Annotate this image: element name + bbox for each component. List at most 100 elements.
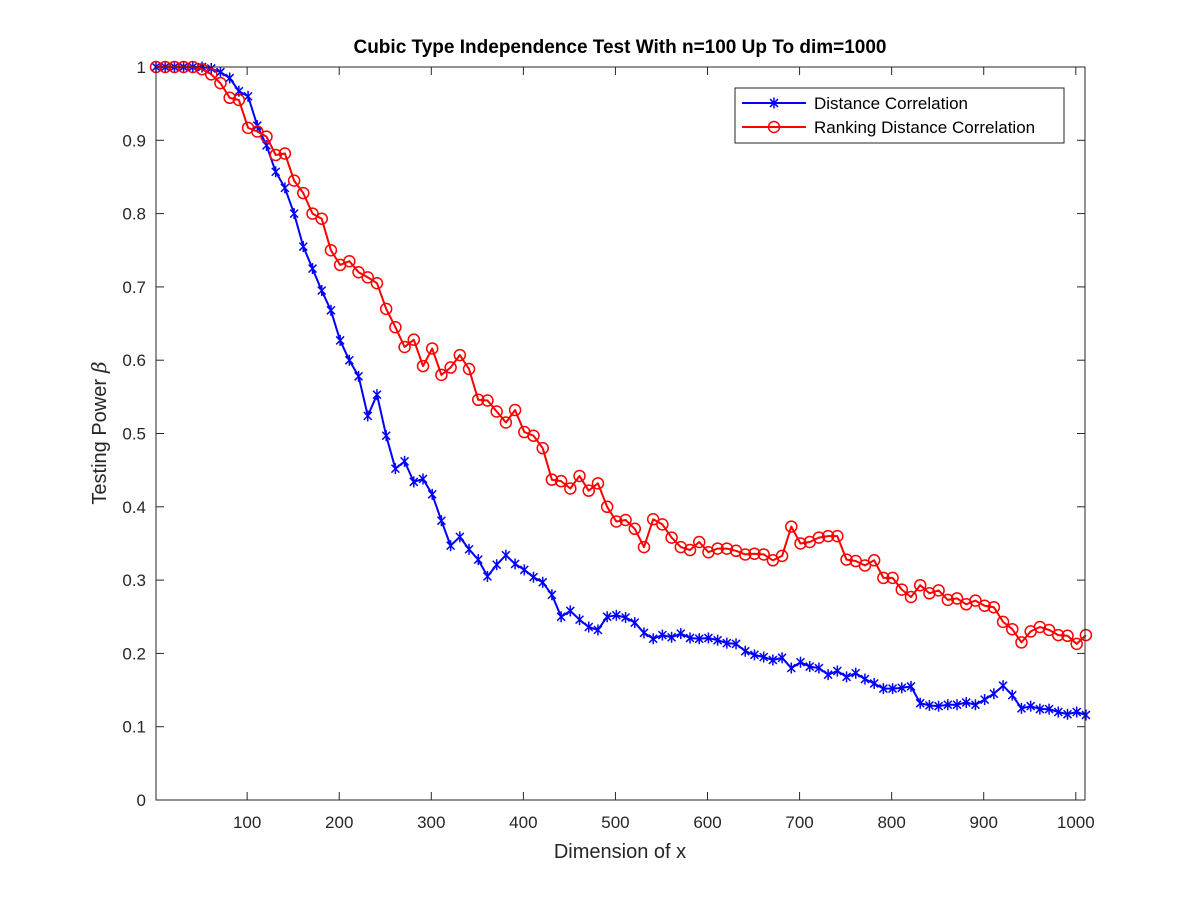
data-point-ranking-distance-correlation bbox=[1061, 629, 1074, 643]
data-point-ranking-distance-correlation bbox=[297, 186, 310, 200]
data-point-distance-correlation bbox=[602, 611, 612, 623]
data-point-distance-correlation bbox=[354, 370, 364, 382]
data-point-distance-correlation bbox=[584, 621, 594, 633]
data-point-distance-correlation bbox=[878, 683, 888, 695]
data-point-distance-correlation bbox=[372, 389, 382, 401]
data-point-ranking-distance-correlation bbox=[591, 477, 605, 490]
data-point-ranking-distance-correlation bbox=[656, 518, 669, 531]
data-point-ranking-distance-correlation bbox=[628, 522, 642, 536]
data-point-ranking-distance-correlation bbox=[895, 583, 909, 596]
data-point-ranking-distance-correlation bbox=[969, 594, 982, 607]
data-point-distance-correlation bbox=[897, 682, 907, 694]
data-point-distance-correlation bbox=[409, 476, 419, 488]
data-point-distance-correlation bbox=[906, 680, 916, 692]
data-point-ranking-distance-correlation bbox=[1079, 628, 1093, 642]
data-point-ranking-distance-correlation bbox=[499, 416, 513, 429]
chart-title: Cubic Type Independence Test With n=100 … bbox=[353, 37, 886, 58]
data-point-ranking-distance-correlation bbox=[923, 587, 936, 600]
data-point-distance-correlation bbox=[934, 700, 944, 712]
data-point-distance-correlation bbox=[1053, 706, 1063, 718]
data-point-ranking-distance-correlation bbox=[950, 592, 964, 605]
data-point-distance-correlation bbox=[390, 463, 400, 475]
data-point-distance-correlation bbox=[630, 617, 640, 629]
data-point-distance-correlation bbox=[400, 455, 410, 467]
y-tick-label: 0.8 bbox=[122, 205, 146, 224]
data-point-ranking-distance-correlation bbox=[352, 265, 365, 279]
y-tick-label: 0.5 bbox=[122, 425, 146, 444]
series-layer bbox=[149, 60, 1093, 721]
data-point-ranking-distance-correlation bbox=[932, 584, 945, 597]
data-point-distance-correlation bbox=[694, 633, 704, 645]
data-point-distance-correlation bbox=[1081, 709, 1091, 721]
data-point-ranking-distance-correlation bbox=[1042, 623, 1056, 637]
ticks-layer: 100 200 300 400 500 600 700 800 900 1000 0 0.1 0.2 0.… bbox=[122, 58, 1094, 832]
data-point-distance-correlation bbox=[446, 540, 456, 552]
y-tick-label: 0.6 bbox=[122, 351, 146, 370]
data-point-ranking-distance-correlation bbox=[389, 320, 402, 334]
data-point-ranking-distance-correlation bbox=[794, 537, 807, 550]
data-point-ranking-distance-correlation bbox=[232, 93, 246, 107]
data-point-distance-correlation bbox=[1026, 700, 1036, 712]
data-point-distance-correlation bbox=[648, 633, 658, 645]
series-line-distance-correlation bbox=[156, 66, 1087, 716]
data-point-distance-correlation bbox=[703, 632, 713, 644]
data-point-distance-correlation bbox=[832, 665, 842, 677]
x-axis-label: Dimension of x bbox=[554, 841, 686, 863]
data-point-ranking-distance-correlation bbox=[637, 540, 651, 554]
data-point-ranking-distance-correlation bbox=[646, 513, 660, 526]
data-point-ranking-distance-correlation bbox=[610, 515, 623, 528]
data-point-ranking-distance-correlation bbox=[361, 271, 375, 284]
data-point-distance-correlation bbox=[575, 614, 585, 626]
y-axis-label-symbol: β bbox=[87, 361, 111, 374]
data-point-ranking-distance-correlation bbox=[407, 333, 421, 346]
data-point-distance-correlation bbox=[924, 699, 934, 711]
data-point-distance-correlation bbox=[851, 667, 861, 679]
data-point-ranking-distance-correlation bbox=[1070, 637, 1083, 651]
data-point-distance-correlation bbox=[777, 652, 787, 664]
y-axis-label: Testing Power β bbox=[87, 361, 111, 504]
legend: Distance Correlation Ranking Distance Co… bbox=[734, 87, 1065, 144]
data-point-ranking-distance-correlation bbox=[481, 394, 494, 407]
data-point-ranking-distance-correlation bbox=[831, 529, 844, 543]
legend-marker-symbol-distance-correlation bbox=[769, 97, 779, 109]
plot-area-box bbox=[155, 66, 1086, 801]
data-point-distance-correlation bbox=[814, 662, 824, 674]
data-point-distance-correlation bbox=[860, 673, 870, 685]
data-point-ranking-distance-correlation bbox=[453, 348, 467, 362]
data-point-distance-correlation bbox=[621, 611, 631, 623]
data-point-distance-correlation bbox=[243, 90, 253, 102]
data-point-distance-correlation bbox=[740, 645, 750, 657]
data-point-ranking-distance-correlation bbox=[775, 549, 789, 563]
x-tick-label: 1000 bbox=[1057, 813, 1095, 832]
data-point-distance-correlation bbox=[869, 677, 879, 689]
data-point-ranking-distance-correlation bbox=[462, 362, 476, 376]
data-point-ranking-distance-correlation bbox=[683, 543, 697, 557]
data-point-distance-correlation bbox=[418, 473, 428, 485]
data-point-ranking-distance-correlation bbox=[564, 482, 577, 495]
x-tick-label: 300 bbox=[417, 813, 445, 832]
data-point-ranking-distance-correlation bbox=[554, 474, 568, 488]
data-point-distance-correlation bbox=[538, 576, 548, 588]
legend-marker-symbol-ranking-distance-correlation bbox=[767, 120, 781, 134]
x-tick-label: 900 bbox=[970, 813, 998, 832]
data-point-ranking-distance-correlation bbox=[748, 547, 761, 560]
data-point-distance-correlation bbox=[713, 634, 723, 646]
data-point-distance-correlation bbox=[501, 549, 511, 561]
data-point-ranking-distance-correlation bbox=[444, 361, 457, 374]
data-point-distance-correlation bbox=[335, 334, 345, 346]
x-tick-label: 400 bbox=[509, 813, 537, 832]
data-point-ranking-distance-correlation bbox=[619, 513, 632, 527]
data-point-distance-correlation bbox=[1044, 703, 1054, 715]
data-point-ranking-distance-correlation bbox=[370, 276, 384, 290]
data-point-ranking-distance-correlation bbox=[1015, 636, 1028, 649]
y-tick-label: 0.2 bbox=[122, 644, 146, 663]
data-point-ranking-distance-correlation bbox=[858, 559, 872, 572]
data-point-distance-correlation bbox=[289, 208, 299, 220]
data-point-ranking-distance-correlation bbox=[223, 91, 236, 105]
data-point-ranking-distance-correlation bbox=[260, 130, 273, 143]
data-point-distance-correlation bbox=[1035, 703, 1045, 715]
y-tick-label: 0.9 bbox=[122, 131, 146, 150]
data-point-distance-correlation bbox=[676, 628, 686, 640]
data-point-distance-correlation bbox=[998, 680, 1008, 692]
